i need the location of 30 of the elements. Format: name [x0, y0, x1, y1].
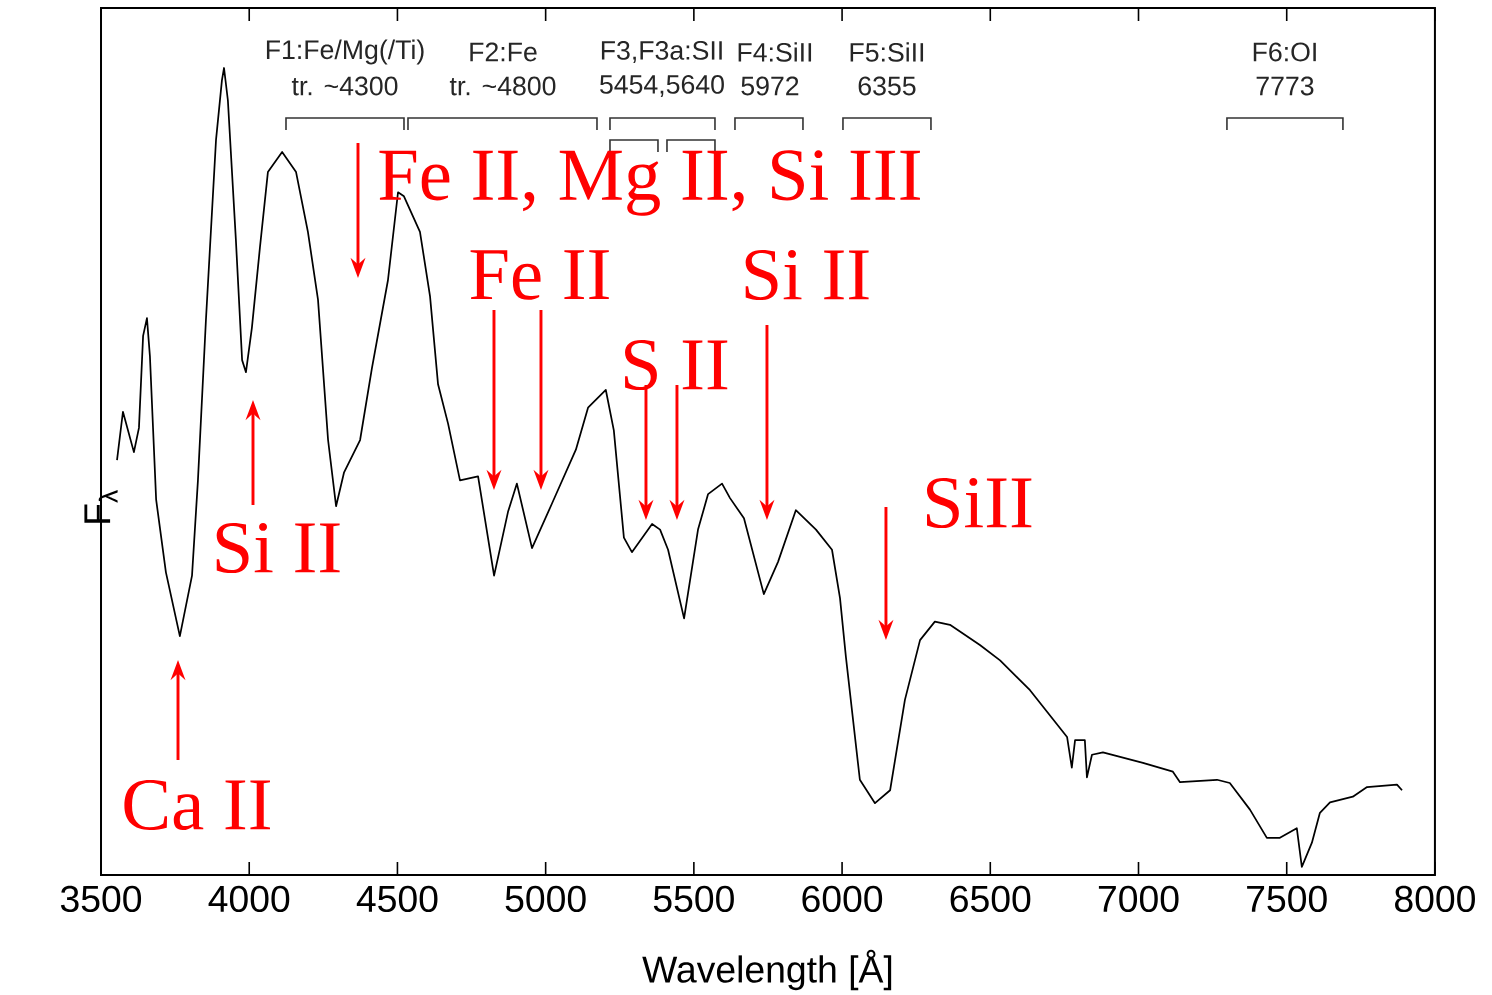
annotation: S II: [625, 339, 728, 391]
annotation: Fe II: [470, 250, 609, 300]
x-axis-title: Wavelength [Å]: [642, 949, 892, 991]
annotation: Ca II: [124, 779, 270, 831]
x-tick-label: 8000: [1395, 885, 1475, 913]
x-tick-label: 6000: [802, 885, 883, 913]
text: F4:SiII: [738, 42, 812, 62]
annotation: tr. ~4300: [291, 76, 398, 96]
annotation: 6355: [858, 76, 916, 96]
x-tick-label: 7000: [1098, 885, 1179, 913]
annotation: tr. ~4800: [449, 76, 556, 96]
annotation: SiII: [926, 477, 1032, 529]
text: F6:OI: [1253, 42, 1316, 62]
x-tick-label: 5500: [653, 885, 734, 913]
x-tick-label: 3500: [60, 885, 142, 913]
text: F5:SiII: [850, 42, 924, 62]
x-tick-label: 7500: [1247, 885, 1327, 913]
annotation: 5454,5640: [600, 74, 724, 97]
x-tick-label: 5000: [505, 885, 586, 913]
annotation: Si II: [745, 249, 869, 301]
annotation: 7773: [1256, 76, 1314, 96]
x-tick-label: 4500: [356, 885, 438, 913]
x-tick-label: 4000: [208, 885, 290, 913]
annotation: 5972: [741, 76, 799, 96]
text: F1:Fe/Mg(/Ti): [266, 39, 424, 65]
annotation: Si II: [216, 522, 340, 574]
x-tick-label: 6500: [950, 885, 1031, 913]
text: F3,F3a:SII: [601, 40, 722, 63]
annotation: Fe II, Mg II, Si III: [379, 150, 920, 216]
text: F2:Fe: [470, 42, 537, 62]
